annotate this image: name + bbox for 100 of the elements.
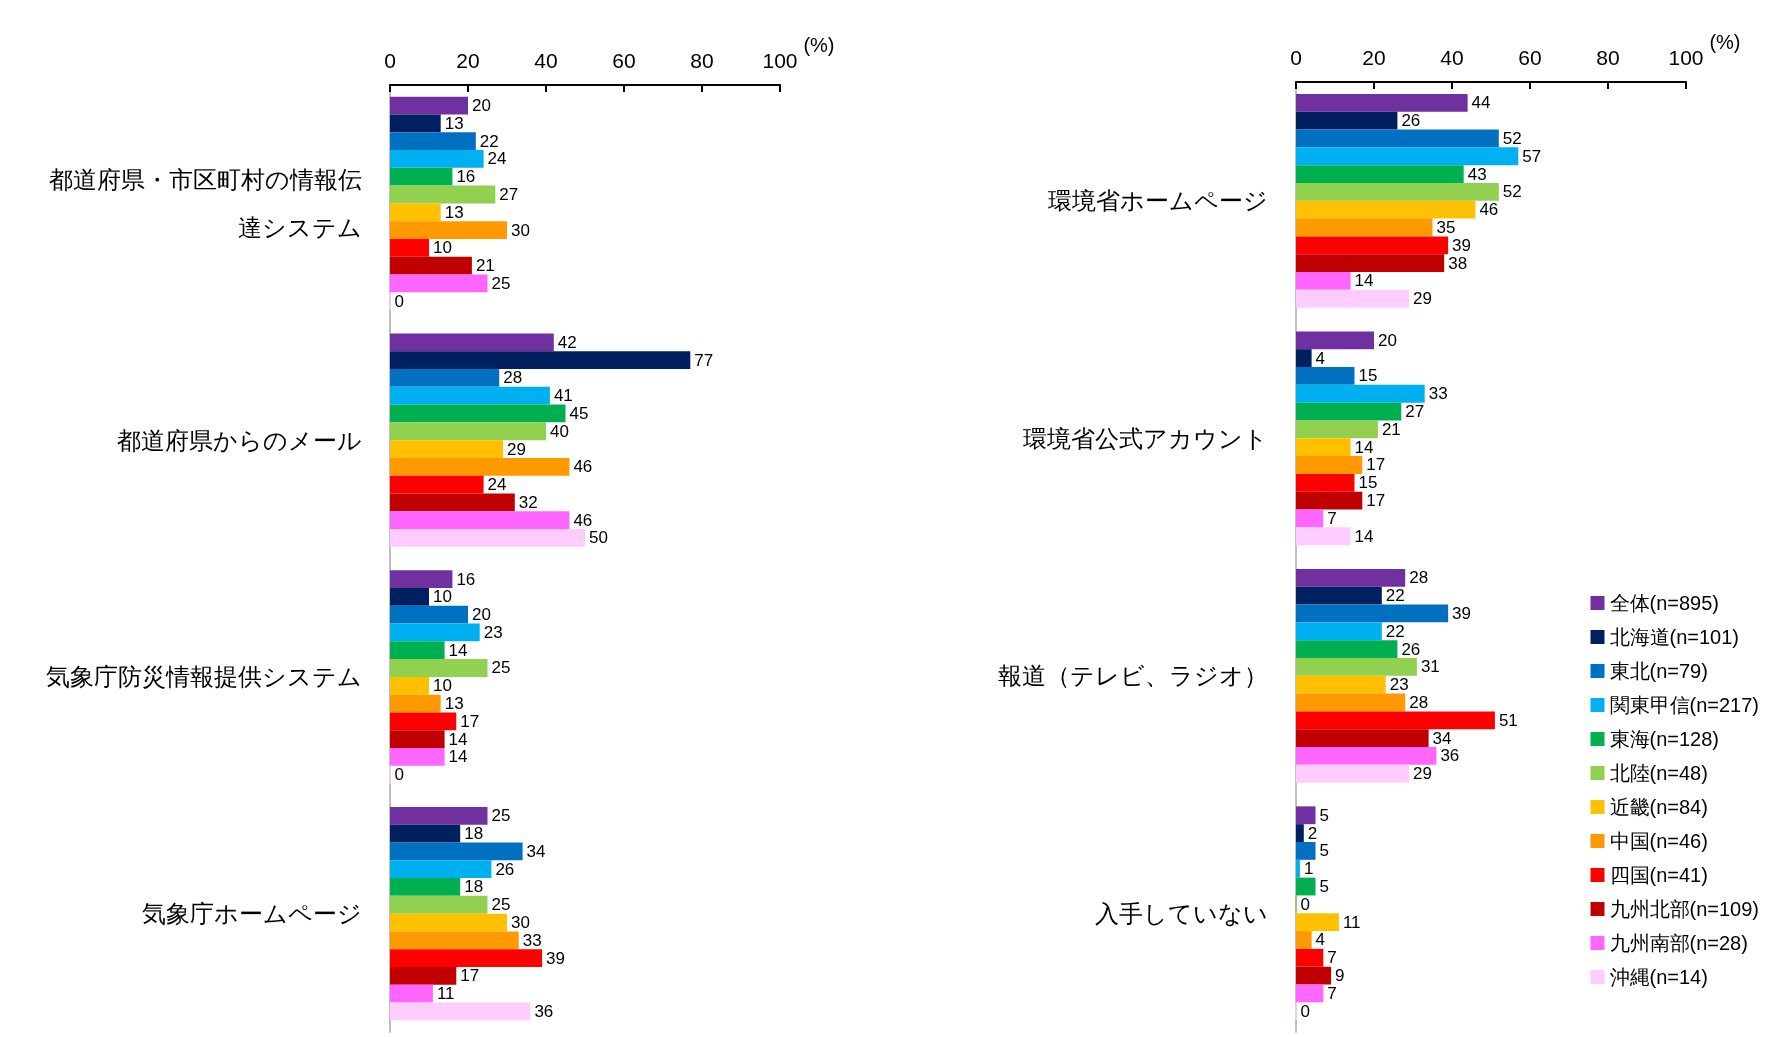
y-tick-label: 環境省公式アカウント — [1023, 424, 1268, 452]
bar — [390, 641, 445, 660]
bar — [1296, 456, 1363, 474]
bar — [390, 256, 472, 275]
data-label: 0 — [394, 765, 404, 785]
data-label: 11 — [436, 984, 455, 1004]
data-label: 13 — [444, 202, 464, 222]
data-label: 46 — [1479, 200, 1499, 220]
data-label: 38 — [1448, 253, 1468, 273]
bar — [1296, 218, 1433, 237]
data-label: 7 — [1327, 983, 1337, 1003]
bar — [390, 694, 441, 713]
bar — [1296, 675, 1386, 694]
data-label: 45 — [569, 403, 589, 423]
bar — [390, 949, 543, 967]
data-label: 10 — [433, 676, 452, 696]
data-label: 17 — [460, 966, 480, 986]
data-label: 33 — [1428, 384, 1448, 404]
bar — [390, 422, 546, 441]
bar — [1296, 272, 1351, 290]
bar — [390, 931, 519, 950]
bar — [390, 96, 468, 115]
data-label: 0 — [1300, 1001, 1310, 1021]
bar — [390, 730, 445, 748]
bar — [390, 984, 433, 1003]
bar — [1296, 438, 1351, 457]
bar — [1296, 586, 1382, 605]
data-label: 20 — [472, 605, 491, 625]
data-label: 31 — [1420, 657, 1440, 677]
bar — [390, 457, 570, 476]
x-tick-label: 100 — [1668, 46, 1704, 69]
data-label: 25 — [491, 658, 511, 678]
bar — [1296, 384, 1425, 403]
data-label: 5 — [1319, 877, 1329, 897]
bar — [1296, 824, 1304, 842]
bar — [1296, 806, 1316, 825]
x-tick-label: 60 — [612, 49, 636, 72]
data-label: 24 — [487, 475, 507, 495]
data-label: 27 — [499, 185, 519, 204]
data-label: 26 — [495, 859, 515, 879]
bar — [390, 351, 691, 370]
x-tick-label: 80 — [690, 49, 714, 72]
data-label: 13 — [444, 694, 464, 714]
data-label: 44 — [1471, 93, 1491, 113]
legend-label: 九州北部(n=109) — [1609, 898, 1760, 920]
data-label: 2 — [1307, 823, 1318, 843]
data-label: 13 — [444, 113, 464, 133]
data-label: 36 — [534, 1001, 554, 1021]
x-tick-label: 60 — [1518, 46, 1542, 69]
x-tick-label: 0 — [1290, 46, 1302, 69]
data-label: 43 — [1467, 164, 1487, 184]
bar — [1296, 93, 1468, 112]
bar — [390, 824, 461, 843]
data-label: 40 — [550, 421, 569, 441]
bar — [1296, 509, 1324, 528]
bar — [1296, 729, 1429, 747]
bar — [390, 511, 570, 529]
y-tick-label: 気象庁防災情報提供システム — [46, 663, 362, 691]
bar — [1296, 402, 1402, 421]
bar — [1296, 966, 1332, 985]
y-tick-label: 入手していない — [1095, 899, 1268, 927]
data-label: 9 — [1335, 966, 1345, 986]
bar — [1296, 931, 1312, 949]
bar — [1296, 877, 1316, 896]
data-label: 14 — [448, 640, 468, 660]
data-label: 17 — [1366, 491, 1386, 511]
data-label: 0 — [394, 291, 404, 311]
data-label: 26 — [1401, 639, 1421, 659]
data-label: 14 — [1354, 271, 1374, 291]
data-label: 50 — [589, 528, 608, 548]
legend-label: 関東甲信(n=217) — [1609, 694, 1760, 716]
data-label: 25 — [491, 895, 511, 915]
data-label: 5 — [1319, 841, 1329, 861]
data-label: 18 — [464, 824, 484, 844]
x-axis-title: (%) — [1709, 31, 1741, 53]
bar — [390, 167, 453, 186]
bar — [1296, 913, 1339, 932]
data-label: 33 — [522, 930, 542, 950]
bar — [390, 712, 457, 731]
bar — [1296, 657, 1417, 676]
data-label: 17 — [1366, 455, 1386, 475]
bar — [1296, 568, 1406, 587]
data-label: 25 — [491, 273, 511, 293]
bar — [390, 747, 445, 766]
bar — [1296, 948, 1324, 967]
bar — [390, 203, 441, 222]
data-label: 28 — [1409, 692, 1429, 712]
bar — [390, 913, 507, 932]
data-label: 21 — [1381, 419, 1401, 439]
bar — [1296, 254, 1445, 272]
data-label: 23 — [1389, 675, 1409, 695]
data-label: 77 — [694, 350, 714, 370]
x-tick-label: 40 — [534, 49, 558, 72]
data-label: 46 — [573, 510, 593, 530]
data-label: 5 — [1319, 805, 1329, 825]
data-label: 0 — [1300, 894, 1310, 914]
bar — [390, 676, 429, 695]
bar — [1296, 331, 1374, 350]
data-label: 29 — [1413, 289, 1433, 309]
bar — [390, 185, 496, 204]
